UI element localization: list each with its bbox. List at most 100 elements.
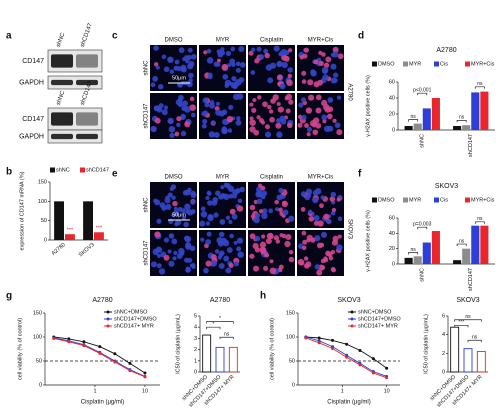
nucleus — [252, 242, 259, 249]
y-axis-label: γ-H2AX positive cells (%) — [365, 75, 371, 137]
panel-letter: g — [6, 291, 12, 302]
nucleus — [278, 52, 283, 57]
nucleus — [309, 120, 317, 127]
nucleus — [287, 67, 293, 73]
y-tick-label: 4 — [442, 332, 445, 338]
legend-label: MYR+Cis — [471, 197, 495, 203]
nucleus — [171, 213, 176, 218]
nucleus — [302, 53, 308, 59]
y-tick-label: 60 — [389, 215, 395, 221]
nucleus — [334, 122, 341, 129]
bar — [463, 348, 473, 373]
y-tick-label: 1 — [194, 358, 197, 364]
bar — [54, 201, 64, 240]
nucleus — [318, 60, 324, 67]
nucleus — [285, 233, 292, 240]
blot-row-label: CD147 — [22, 58, 44, 65]
bar — [453, 126, 462, 130]
nucleus — [329, 196, 336, 202]
y-tick-label: 0 — [39, 382, 42, 388]
lane-label: shNC — [56, 89, 67, 106]
point — [113, 352, 117, 356]
bar — [404, 126, 413, 130]
nucleus — [254, 235, 261, 242]
nucleus — [260, 248, 267, 255]
y-tick-label: 3 — [194, 336, 197, 342]
nucleus — [274, 207, 280, 212]
nucleus — [202, 118, 208, 124]
nucleus — [203, 50, 208, 55]
nucleus — [174, 222, 179, 227]
scale-bar-label: 50μm — [172, 212, 186, 218]
bar — [202, 334, 212, 373]
nucleus — [154, 231, 161, 238]
nucleus — [157, 84, 164, 90]
nucleus — [154, 117, 161, 124]
legend-label: shCD147+ MYR — [114, 323, 154, 329]
nucleus — [269, 116, 275, 123]
nucleus — [268, 208, 274, 214]
nucleus — [163, 66, 170, 73]
significance-bracket — [417, 226, 428, 230]
nucleus — [220, 185, 225, 190]
nucleus — [269, 259, 274, 264]
point — [128, 361, 132, 365]
nucleus — [227, 185, 235, 192]
nucleus — [281, 54, 288, 61]
legend-label: Cis — [440, 197, 448, 203]
significance-bracket — [454, 324, 469, 328]
nucleus — [172, 256, 177, 261]
nucleus — [176, 253, 183, 259]
legend-swatch — [434, 61, 439, 67]
nucleus — [229, 58, 236, 65]
nucleus — [176, 122, 181, 128]
point — [371, 357, 375, 361]
bar — [480, 225, 489, 264]
nucleus — [200, 237, 205, 242]
bar — [422, 242, 431, 264]
nucleus — [273, 45, 280, 52]
nucleus — [206, 57, 214, 64]
nucleus — [161, 205, 167, 211]
blot-row-label: GAPDH — [19, 133, 44, 140]
nucleus — [229, 208, 236, 215]
lane-label: shNC — [56, 31, 67, 48]
column-label: DMSO — [165, 175, 183, 181]
panel-letter: e — [112, 169, 118, 180]
nucleus — [150, 125, 157, 133]
nucleus — [207, 72, 213, 78]
nucleus — [325, 56, 332, 63]
nucleus — [249, 253, 255, 259]
nucleus — [203, 267, 209, 274]
nucleus — [223, 255, 230, 262]
nucleus — [184, 235, 192, 243]
nucleus — [306, 132, 311, 137]
annotation: ns — [465, 314, 471, 320]
nucleus — [282, 209, 289, 216]
point — [317, 341, 321, 345]
nucleus — [249, 119, 256, 126]
nucleus — [168, 260, 175, 267]
nucleus — [230, 46, 236, 52]
point — [67, 340, 71, 344]
nucleus — [256, 198, 263, 205]
nucleus — [235, 61, 241, 67]
bar — [413, 256, 422, 264]
nucleus — [207, 214, 214, 220]
nucleus — [187, 187, 192, 193]
nucleus — [155, 65, 160, 70]
nucleus — [315, 107, 322, 114]
bar — [404, 257, 413, 264]
column-label: Cisplatin — [260, 38, 283, 44]
nucleus — [170, 184, 177, 190]
nucleus — [297, 122, 303, 128]
legend-marker — [350, 324, 354, 328]
nucleus — [187, 47, 193, 53]
nucleus — [206, 231, 212, 237]
point — [358, 348, 362, 352]
nucleus — [171, 238, 178, 245]
nucleus — [306, 238, 311, 243]
nucleus — [299, 260, 305, 266]
nucleus — [185, 242, 192, 249]
nucleus — [213, 61, 219, 67]
